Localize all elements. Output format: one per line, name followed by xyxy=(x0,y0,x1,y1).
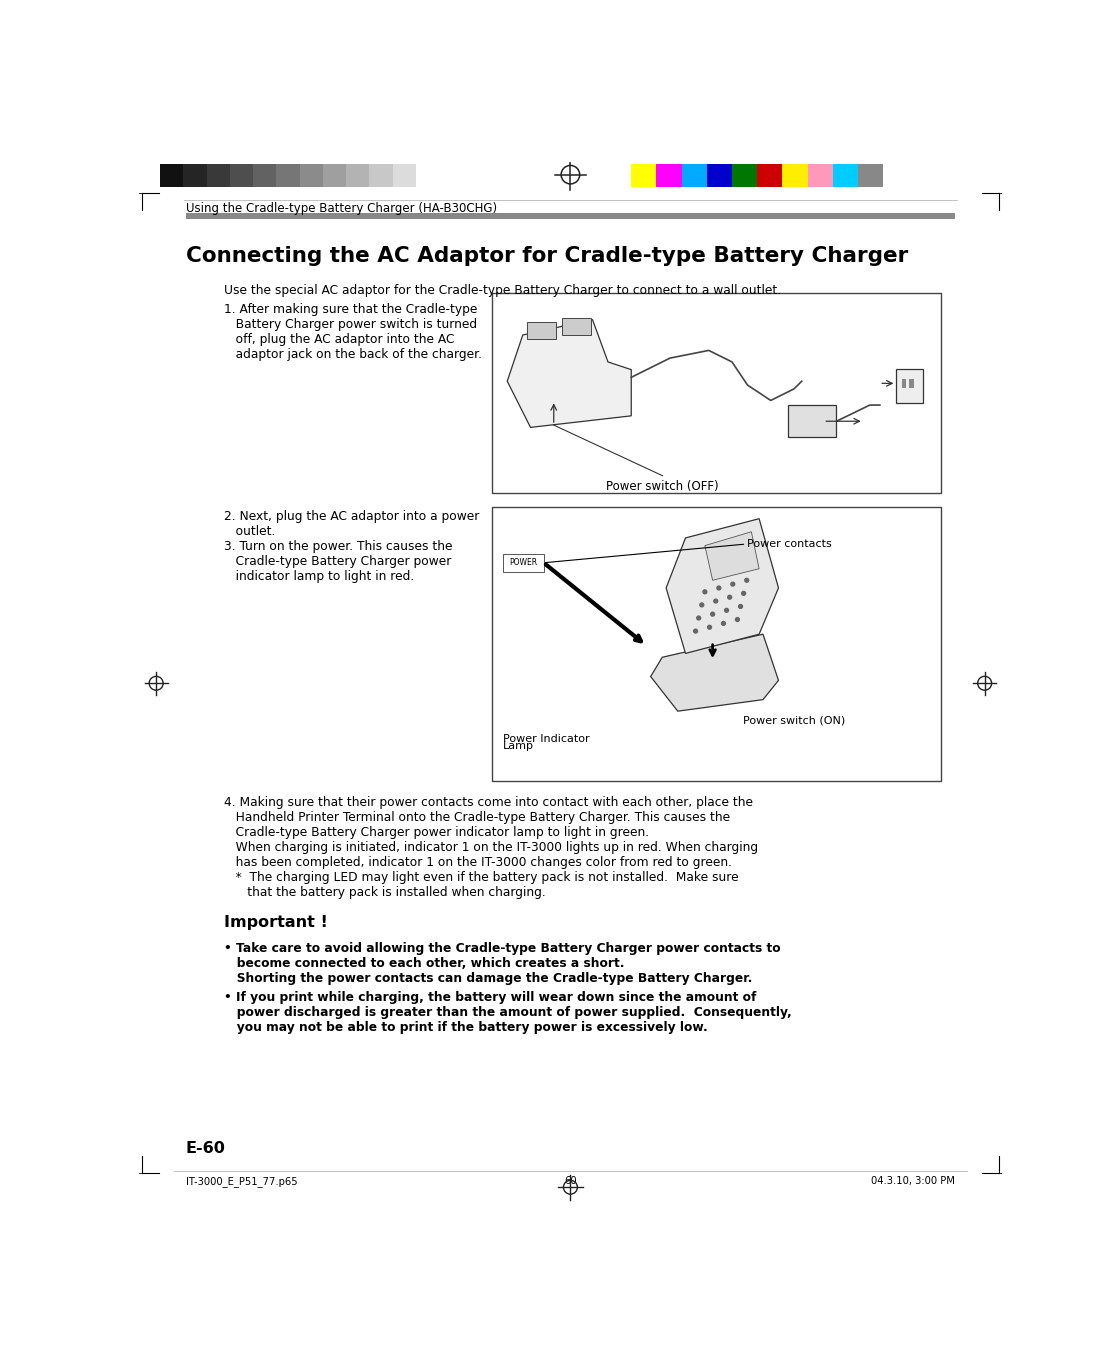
Bar xyxy=(782,164,808,187)
Text: *  The charging LED may light even if the battery pack is not installed.  Make s: * The charging LED may light even if the… xyxy=(225,871,739,884)
Text: outlet.: outlet. xyxy=(225,525,276,538)
Polygon shape xyxy=(651,635,778,712)
Text: 1. After making sure that the Cradle-type: 1. After making sure that the Cradle-typ… xyxy=(225,303,477,317)
Bar xyxy=(299,164,323,187)
Bar xyxy=(186,212,955,219)
Circle shape xyxy=(703,590,707,594)
Bar xyxy=(833,164,858,187)
Circle shape xyxy=(697,616,700,620)
Text: Cradle-type Battery Charger power indicator lamp to light in green.: Cradle-type Battery Charger power indica… xyxy=(225,827,650,839)
Polygon shape xyxy=(666,518,778,653)
Text: become connected to each other, which creates a short.: become connected to each other, which cr… xyxy=(225,957,624,970)
Text: 2. Next, plug the AC adaptor into a power: 2. Next, plug the AC adaptor into a powe… xyxy=(225,510,480,524)
Circle shape xyxy=(708,625,711,629)
Bar xyxy=(229,164,253,187)
Text: Power Indicator: Power Indicator xyxy=(503,733,590,744)
Bar xyxy=(631,164,657,187)
Circle shape xyxy=(713,599,718,603)
Bar xyxy=(896,369,924,403)
Bar xyxy=(393,164,416,187)
Text: Power switch (ON): Power switch (ON) xyxy=(743,716,846,725)
Circle shape xyxy=(700,603,703,607)
Text: Battery Charger power switch is turned: Battery Charger power switch is turned xyxy=(225,318,477,331)
Circle shape xyxy=(731,582,735,586)
Text: When charging is initiated, indicator 1 on the IT-3000 lights up in red. When ch: When charging is initiated, indicator 1 … xyxy=(225,842,758,854)
Circle shape xyxy=(693,629,698,633)
Text: • If you print while charging, the battery will wear down since the amount of: • If you print while charging, the batte… xyxy=(225,990,757,1004)
Bar xyxy=(561,318,591,336)
Circle shape xyxy=(739,605,742,609)
Bar xyxy=(346,164,370,187)
Bar xyxy=(902,379,906,388)
Text: adaptor jack on the back of the charger.: adaptor jack on the back of the charger. xyxy=(225,348,482,361)
Text: 60: 60 xyxy=(564,1176,577,1185)
Circle shape xyxy=(736,617,739,621)
Bar xyxy=(370,164,393,187)
Text: POWER: POWER xyxy=(510,559,538,567)
Bar xyxy=(276,164,299,187)
Text: that the battery pack is installed when charging.: that the battery pack is installed when … xyxy=(225,886,546,900)
Bar xyxy=(757,164,782,187)
Circle shape xyxy=(745,578,749,582)
Bar xyxy=(492,294,942,494)
Text: Important !: Important ! xyxy=(225,915,328,930)
Bar xyxy=(526,322,556,338)
Text: indicator lamp to light in red.: indicator lamp to light in red. xyxy=(225,571,415,583)
Bar xyxy=(909,379,914,388)
Polygon shape xyxy=(508,319,631,428)
Bar xyxy=(323,164,346,187)
Circle shape xyxy=(728,595,731,599)
Bar xyxy=(681,164,707,187)
Text: Cradle-type Battery Charger power: Cradle-type Battery Charger power xyxy=(225,556,452,568)
Text: off, plug the AC adaptor into the AC: off, plug the AC adaptor into the AC xyxy=(225,333,455,346)
Text: Power contacts: Power contacts xyxy=(747,540,833,549)
Bar xyxy=(788,405,837,437)
Text: Using the Cradle-type Battery Charger (HA-B30CHG): Using the Cradle-type Battery Charger (H… xyxy=(186,202,496,215)
Bar xyxy=(207,164,229,187)
Bar xyxy=(253,164,276,187)
Text: 4. Making sure that their power contacts come into contact with each other, plac: 4. Making sure that their power contacts… xyxy=(225,796,754,809)
Text: Use the special AC adaptor for the Cradle-type Battery Charger to connect to a w: Use the special AC adaptor for the Cradl… xyxy=(225,284,781,298)
Circle shape xyxy=(725,609,729,612)
Text: Handheld Printer Terminal onto the Cradle-type Battery Charger. This causes the: Handheld Printer Terminal onto the Cradl… xyxy=(225,810,730,824)
Bar xyxy=(503,553,543,572)
Bar xyxy=(184,164,207,187)
Bar xyxy=(732,164,757,187)
Text: Shorting the power contacts can damage the Cradle-type Battery Charger.: Shorting the power contacts can damage t… xyxy=(225,971,752,985)
Text: Power switch (OFF): Power switch (OFF) xyxy=(607,479,719,492)
Circle shape xyxy=(711,612,715,616)
Text: Lamp: Lamp xyxy=(503,741,534,751)
Text: you may not be able to print if the battery power is excessively low.: you may not be able to print if the batt… xyxy=(225,1022,708,1034)
Bar xyxy=(160,164,184,187)
Text: has been completed, indicator 1 on the IT-3000 changes color from red to green.: has been completed, indicator 1 on the I… xyxy=(225,856,732,869)
Bar xyxy=(492,507,942,781)
Text: IT-3000_E_P51_77.p65: IT-3000_E_P51_77.p65 xyxy=(186,1176,297,1187)
Text: 3. Turn on the power. This causes the: 3. Turn on the power. This causes the xyxy=(225,540,453,553)
Bar xyxy=(657,164,681,187)
Text: • Take care to avoid allowing the Cradle-type Battery Charger power contacts to: • Take care to avoid allowing the Cradle… xyxy=(225,942,781,955)
Bar xyxy=(858,164,883,187)
Text: Connecting the AC Adaptor for Cradle-type Battery Charger: Connecting the AC Adaptor for Cradle-typ… xyxy=(186,245,908,265)
Circle shape xyxy=(721,621,726,625)
Circle shape xyxy=(741,591,746,595)
Bar xyxy=(707,164,732,187)
Text: E-60: E-60 xyxy=(186,1142,226,1157)
Circle shape xyxy=(717,586,721,590)
Polygon shape xyxy=(705,532,759,580)
Bar xyxy=(808,164,833,187)
Text: power discharged is greater than the amount of power supplied.  Consequently,: power discharged is greater than the amo… xyxy=(225,1005,792,1019)
Text: 04.3.10, 3:00 PM: 04.3.10, 3:00 PM xyxy=(871,1176,955,1185)
